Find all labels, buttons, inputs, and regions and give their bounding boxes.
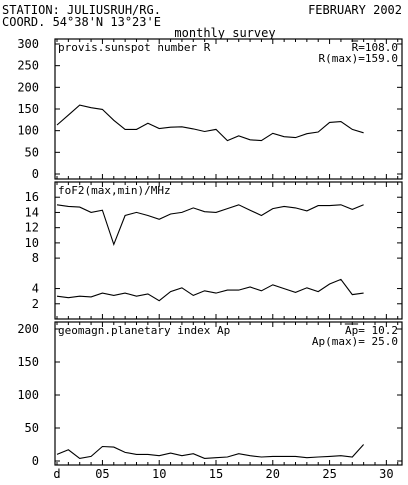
series-line <box>56 444 365 459</box>
y-tick-label: 250 <box>17 59 39 73</box>
y-tick-label: 8 <box>32 251 39 265</box>
y-tick-label: 150 <box>17 102 39 116</box>
y-tick-label: 200 <box>17 80 39 94</box>
y-tick-label: 300 <box>17 37 39 51</box>
page-header: STATION: JULIUSRUH/RG. COORD. 54°38'N 13… <box>2 3 402 40</box>
x-tick-label: 25 <box>322 467 336 480</box>
y-tick-label: 16 <box>25 190 39 204</box>
y-tick-label: 0 <box>32 454 39 468</box>
y-tick-label: 50 <box>25 145 39 159</box>
series-line <box>56 204 364 247</box>
panel-frame <box>54 321 403 466</box>
station-label: STATION: JULIUSRUH/RG. <box>2 3 161 17</box>
panel-stat: R=108.0 <box>352 41 398 54</box>
panel-stat: Ap(max)= 25.0 <box>312 335 398 348</box>
survey-label: monthly survey <box>174 26 275 40</box>
series-line <box>56 278 364 302</box>
y-tick-label: 14 <box>25 205 39 219</box>
x-tick-label: 10 <box>152 467 166 480</box>
y-tick-label: 200 <box>17 322 39 336</box>
panel-1: 0 50 100 150 200 250 300 provis.sunspot number … <box>17 37 403 181</box>
y-tick-label: 2 <box>32 297 39 311</box>
y-tick-label: 4 <box>32 282 39 296</box>
panel-title: foF2(max,min)/MHz <box>58 184 171 197</box>
x-tick-label: 15 <box>209 467 223 480</box>
x-tick-label: 30 <box>379 467 393 480</box>
month-label: FEBRUARY 2002 <box>308 3 402 17</box>
x-tick-label: d <box>53 467 60 480</box>
panel-title: geomagn.planetary index Ap <box>58 324 230 337</box>
y-tick-label: 12 <box>25 221 39 235</box>
y-tick-label: 100 <box>17 124 39 138</box>
y-tick-label: 100 <box>17 388 39 402</box>
x-tick-label: 20 <box>266 467 280 480</box>
y-tick-label: 150 <box>17 355 39 369</box>
y-tick-label: 10 <box>25 236 39 250</box>
coord-label: COORD. 54°38'N 13°23'E <box>2 15 161 29</box>
x-tick-label: 05 <box>95 467 109 480</box>
y-tick-label: 50 <box>25 421 39 435</box>
series-line <box>56 104 364 142</box>
y-tick-label: 0 <box>32 167 39 181</box>
panel-title: provis.sunspot number R <box>58 41 211 54</box>
panel-stat: R(max)=159.0 <box>319 52 398 65</box>
panel-stat: Ap= 10.2 <box>345 324 398 337</box>
panel-frame <box>54 181 403 320</box>
